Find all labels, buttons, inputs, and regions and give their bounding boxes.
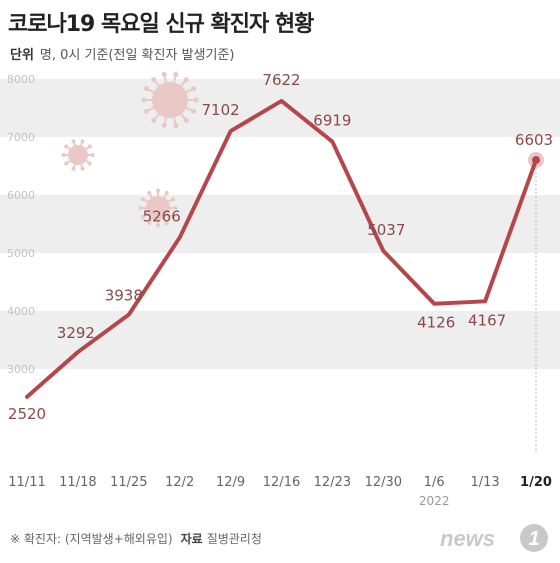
virus-spike-tip: [161, 122, 167, 128]
virus-spike-tip: [141, 97, 147, 103]
virus-spike-tip: [173, 122, 179, 128]
data-label: 5266: [143, 208, 181, 226]
data-label: 2520: [8, 405, 46, 423]
virus-spike-tip: [190, 86, 197, 92]
data-label: 7622: [262, 71, 300, 89]
virus-spike-tip: [80, 139, 85, 144]
virus-spike-tip: [90, 153, 95, 157]
x-tick-label: 11/18: [59, 475, 96, 490]
virus-body: [68, 145, 88, 165]
footer-note: ※ 확진자: (지역발생+해외유입): [10, 532, 173, 546]
virus-spike-tip: [140, 214, 145, 219]
source-label: 자료: [180, 532, 203, 546]
virus-spike-tip: [173, 206, 178, 210]
virus-spike-tip: [156, 223, 160, 228]
data-label: 7102: [202, 101, 240, 119]
data-label: 4126: [417, 314, 455, 332]
virus-spike-tip: [151, 77, 157, 83]
y-tick-label: 4000: [7, 305, 35, 318]
virus-spike-tip: [61, 153, 66, 157]
virus-decorations: [61, 72, 199, 228]
x-tick-label: 11/11: [8, 475, 45, 490]
unit-text: 명, 0시 기준(전일 확진자 발생기준): [39, 48, 235, 63]
virus-spike-tip: [138, 206, 143, 210]
x-axis-ticks: 11/11 11/18 11/25 12/2 12/9 12/16 12/23 12/30 1/…: [8, 475, 552, 508]
virus-spike-tip: [156, 188, 160, 193]
virus-spike-tip: [173, 72, 179, 78]
news1-logo: news 1: [440, 524, 548, 552]
virus-spike-tip: [140, 197, 145, 202]
virus-spike-tip: [147, 190, 152, 195]
chart-title: 코로나19 목요일 신규 확진자 현황: [8, 12, 314, 37]
logo-circle: [520, 524, 548, 552]
data-label: 4167: [468, 311, 506, 329]
data-labels: 2520 3292 3938 5266 7102 7622 6919 5037 4126 4167…: [8, 71, 553, 423]
virus-icon: [141, 72, 199, 128]
x-tick-label: 12/30: [365, 475, 402, 490]
virus-icon: [138, 188, 178, 228]
virus-spike-tip: [164, 190, 169, 195]
x-tick-label: 12/23: [314, 475, 351, 490]
virus-body: [146, 196, 170, 220]
virus-spike-tip: [171, 214, 176, 219]
y-axis-ticks: 8000 7000 6000 5000 4000 3000: [7, 73, 35, 376]
x-tick-label: 12/9: [216, 475, 245, 490]
y-tick-label: 5000: [7, 247, 35, 260]
data-label: 6919: [313, 112, 351, 130]
virus-icon: [61, 139, 95, 171]
x-tick-label: 11/25: [110, 475, 147, 490]
x-tick-label: 12/2: [165, 475, 194, 490]
unit-label: 단위: [10, 48, 34, 63]
virus-spike-tip: [143, 108, 150, 114]
x-tick-label: 12/16: [263, 475, 300, 490]
virus-spike-tip: [151, 117, 157, 123]
x-tick-label: 1/13: [470, 475, 499, 490]
virus-spike-tip: [183, 117, 189, 123]
virus-spike-tip: [71, 166, 76, 171]
data-label: 3292: [57, 324, 95, 342]
virus-spike-tip: [80, 166, 85, 171]
data-label: 5037: [367, 221, 405, 239]
y-tick-label: 7000: [7, 131, 35, 144]
last-point-marker: [532, 156, 540, 165]
virus-spike-tip: [64, 161, 69, 166]
logo-mark: 1: [528, 528, 539, 550]
line-chart: 8000 7000 6000 5000 4000 3000 2520 3292 3938 526…: [0, 71, 560, 508]
virus-spike-tip: [143, 86, 150, 92]
series-line-group: [25, 98, 544, 399]
x-tick-label: 1/6: [424, 475, 445, 490]
grid-bands: [0, 79, 560, 369]
x-tick-label: 1/20: [520, 475, 552, 490]
year-label: 2022: [419, 494, 450, 508]
virus-spike-tip: [164, 221, 169, 226]
grid-band: [0, 195, 560, 253]
logo-text: news: [440, 526, 495, 551]
virus-body: [152, 82, 188, 118]
y-tick-label: 3000: [7, 363, 35, 376]
virus-spike-tip: [64, 144, 69, 149]
footer: ※ 확진자: (지역발생+해외유입) 자료 질병관리청: [10, 530, 262, 547]
virus-spike-tip: [87, 144, 92, 149]
virus-spike-tip: [171, 197, 176, 202]
virus-spike-tip: [183, 77, 189, 83]
virus-spike-tip: [161, 72, 167, 78]
y-tick-label: 6000: [7, 189, 35, 202]
series-line: [25, 98, 538, 399]
data-label: 6603: [515, 131, 553, 149]
grid-band: [0, 79, 560, 137]
virus-spike-tip: [190, 108, 197, 114]
source-name: 질병관리청: [206, 532, 262, 546]
virus-spike-tip: [147, 221, 152, 226]
y-tick-label: 8000: [7, 73, 35, 86]
virus-spike-tip: [71, 139, 76, 144]
chart-subtitle: 단위 명, 0시 기준(전일 확진자 발생기준): [10, 44, 234, 63]
data-label: 3938: [105, 287, 143, 305]
virus-spike-tip: [87, 161, 92, 166]
virus-spike-tip: [193, 97, 199, 103]
